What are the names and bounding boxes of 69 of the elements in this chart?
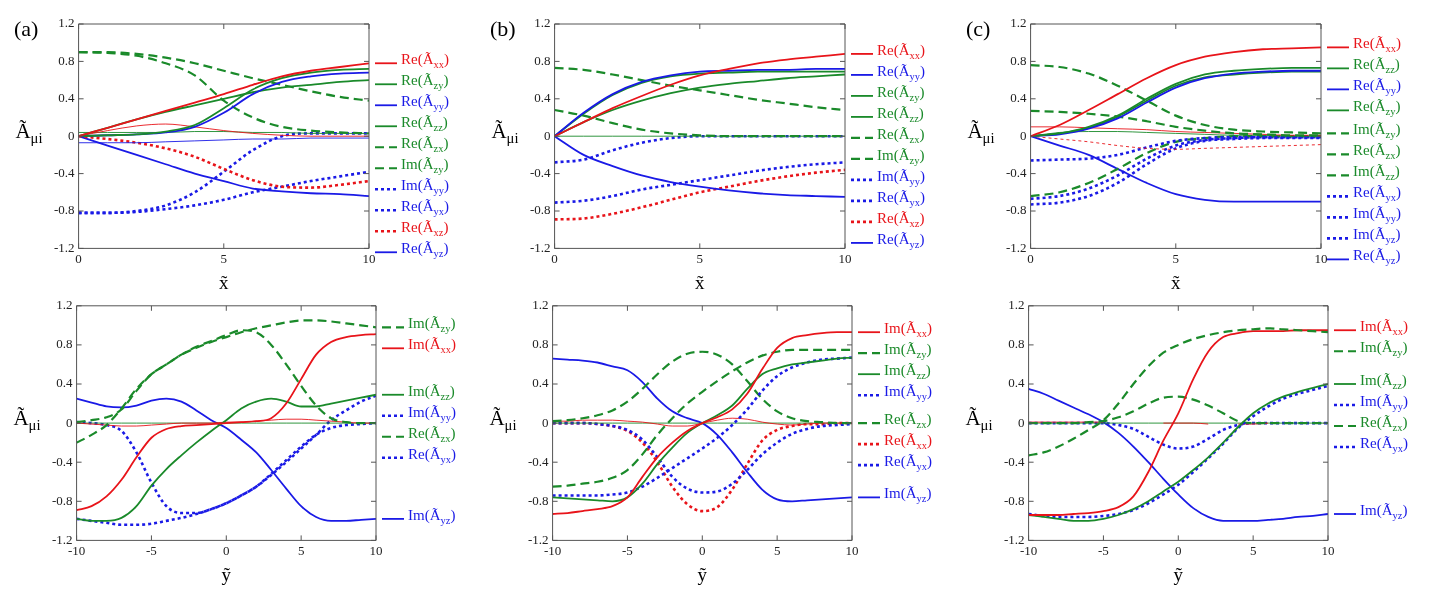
y-tick-label: 0.8 [1010,52,1027,68]
y-tick-label: 0.4 [532,375,550,391]
y-tick-label: 0 [66,414,73,430]
y-tick-label: 1.2 [58,15,75,31]
x-axis-title: x̃ [219,272,230,294]
y-tick-label: 0.8 [534,52,551,68]
y-tick-label: -0.8 [1003,492,1025,508]
y-tick-label: -0.8 [529,202,551,218]
x-tick-label: 5 [1172,250,1180,266]
x-tick-label: 10 [845,542,859,558]
x-tick-label: 5 [1249,542,1257,558]
x-axis-title: ỹ [1173,564,1184,586]
y-tick-label: -1.2 [1005,239,1027,255]
x-tick-label: -5 [1098,542,1109,558]
y-tick-label: 0.4 [56,375,74,391]
x-tick-label: 10 [369,542,383,558]
y-tick-label: 0 [1018,414,1025,430]
y-tick-label: 0.4 [1010,90,1028,106]
chart-title: (a) [14,15,39,41]
y-tick-label: 1.2 [534,15,551,31]
x-tick-label: 10 [1321,542,1335,558]
y-tick-label: 0 [1020,127,1027,143]
y-tick-label: 1.2 [1010,15,1027,31]
x-tick-label: 0 [699,542,706,558]
y-tick-label: -1.2 [1003,531,1025,547]
x-tick-label: -5 [146,542,157,558]
x-tick-label: 0 [1175,542,1182,558]
x-axis-title: ỹ [221,564,232,586]
y-tick-label: -1.2 [527,531,549,547]
y-tick-label: 0.8 [1008,336,1025,352]
y-tick-label: 1.2 [56,297,73,313]
chart-title: (b) [490,15,516,41]
y-tick-label: 0.8 [58,52,75,68]
y-tick-label: 0 [544,127,551,143]
y-tick-label: -0.8 [1005,202,1027,218]
y-tick-label: -0.8 [527,492,549,508]
x-tick-label: 5 [297,542,305,558]
y-tick-label: 1.2 [1008,297,1025,313]
x-axis-title: ỹ [697,564,708,586]
y-tick-label: -0.4 [529,165,552,181]
y-tick-label: -1.2 [53,239,75,255]
y-tick-label: 0.4 [534,90,552,106]
y-tick-label: 0.8 [532,336,549,352]
x-tick-label: 0 [223,542,230,558]
x-tick-label: 10 [1314,250,1328,266]
y-tick-label: 0.4 [58,90,76,106]
y-tick-label: -0.4 [1005,165,1028,181]
x-tick-label: 10 [362,250,376,266]
y-tick-label: 0 [68,127,75,143]
y-tick-label: -1.2 [51,531,73,547]
y-tick-label: -0.4 [1003,453,1026,469]
y-tick-label: 0.8 [56,336,73,352]
y-tick-label: -0.4 [527,453,550,469]
x-tick-label: 5 [220,250,228,266]
y-tick-label: 1.2 [532,297,549,313]
y-tick-label: -0.4 [51,453,74,469]
y-tick-label: -0.4 [53,165,76,181]
y-tick-label: 0.4 [1008,375,1026,391]
x-axis-title: x̃ [1171,272,1182,294]
y-tick-label: 0 [542,414,549,430]
x-tick-label: 5 [773,542,781,558]
y-tick-label: -1.2 [529,239,551,255]
x-tick-label: 10 [838,250,852,266]
chart-title: (c) [966,15,991,41]
x-tick-label: 5 [696,250,704,266]
y-tick-label: -0.8 [51,492,73,508]
y-tick-label: -0.8 [53,202,75,218]
x-axis-title: x̃ [695,272,706,294]
x-tick-label: -5 [622,542,633,558]
